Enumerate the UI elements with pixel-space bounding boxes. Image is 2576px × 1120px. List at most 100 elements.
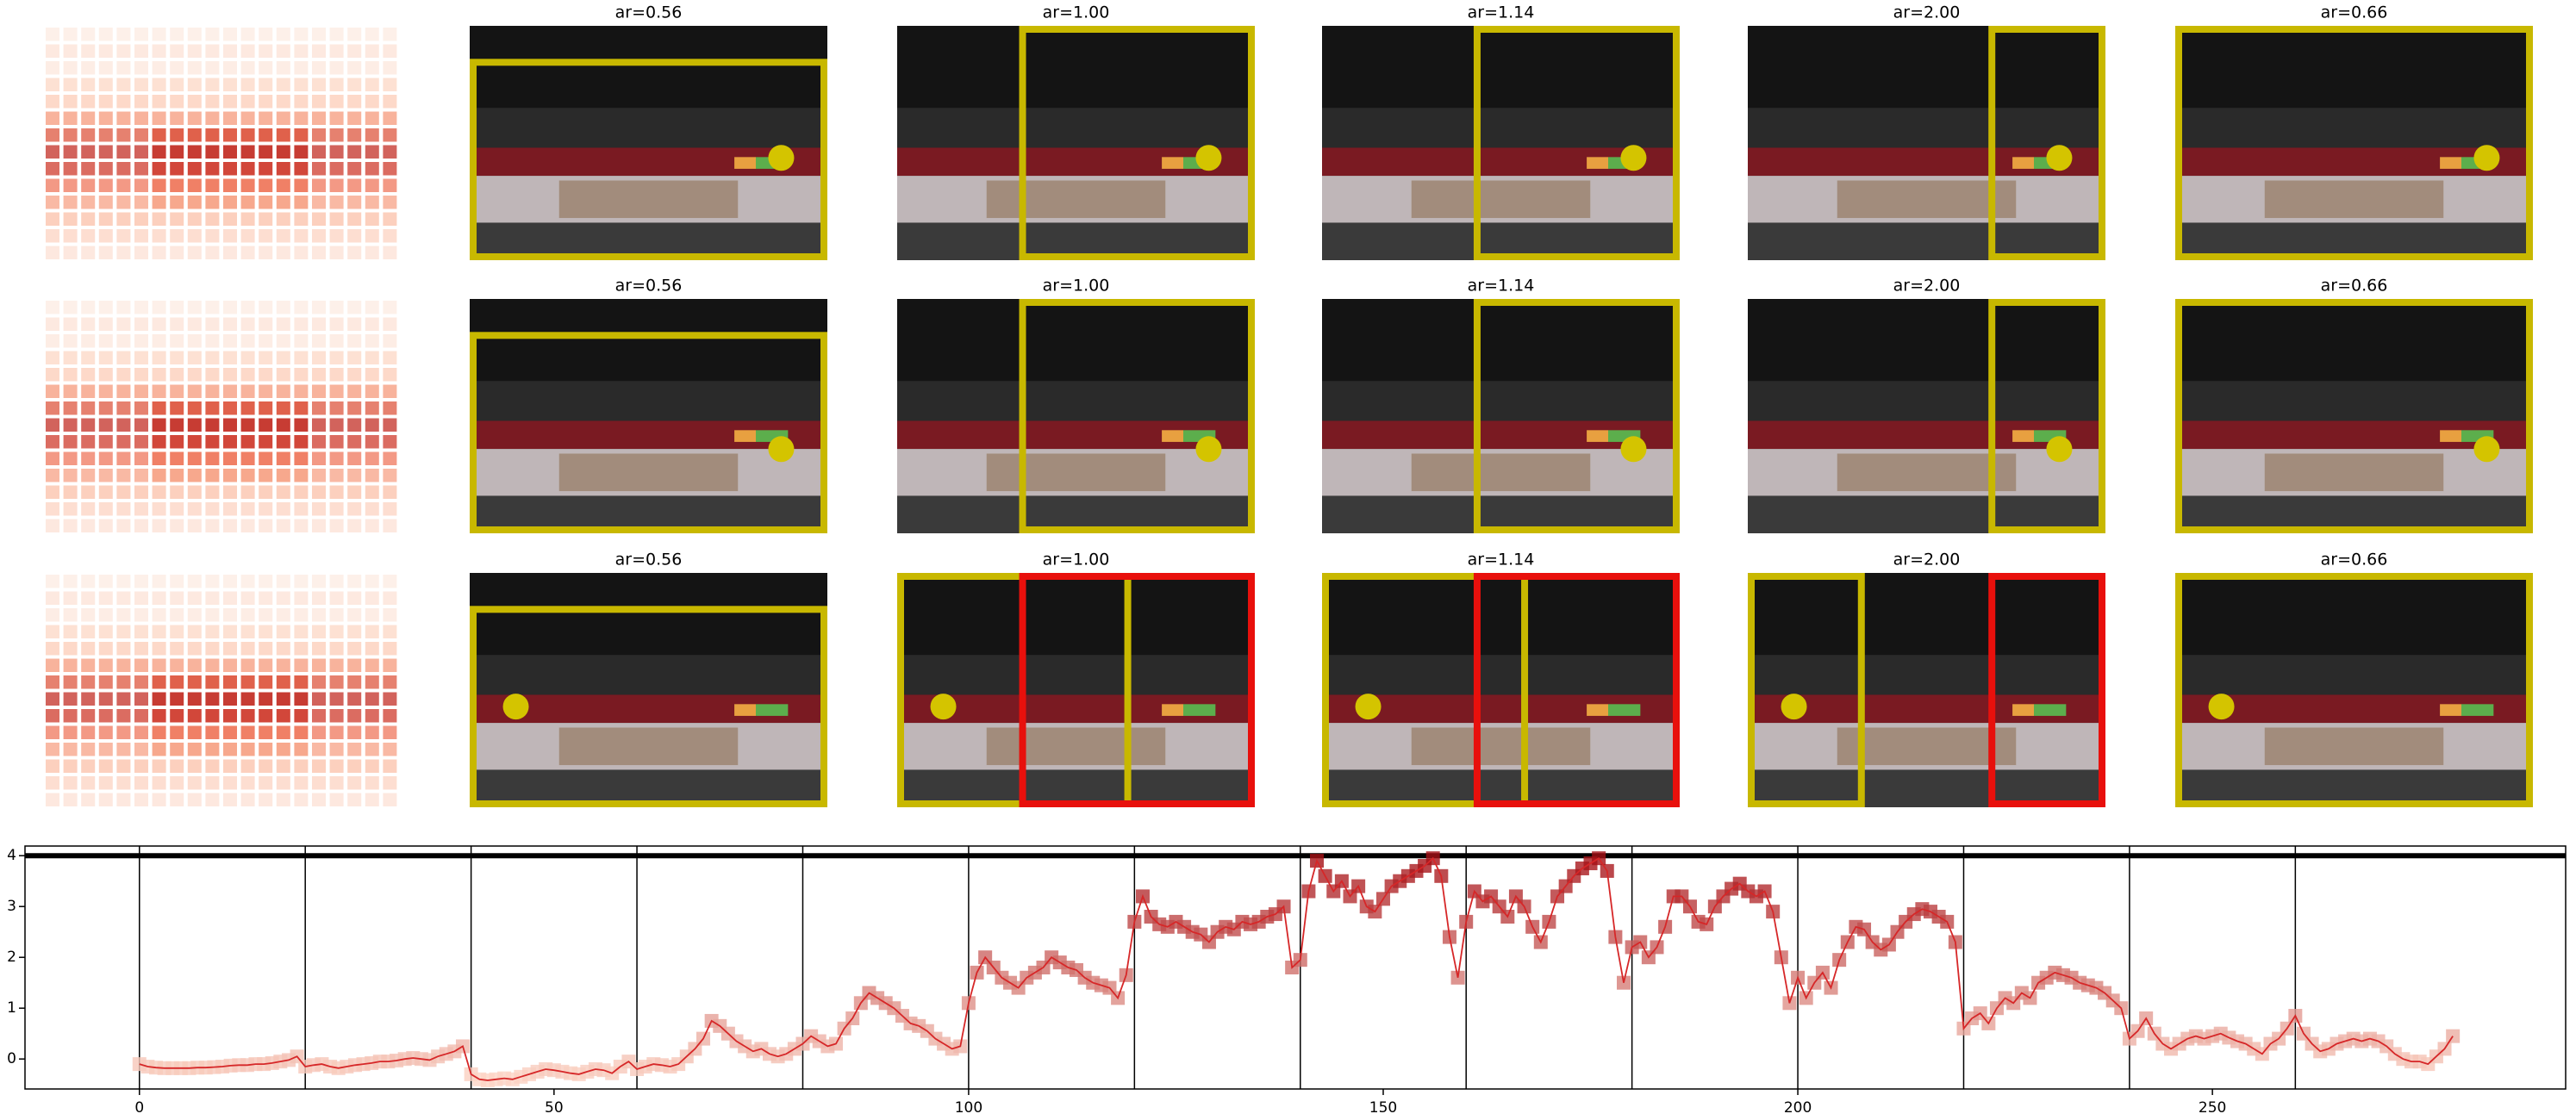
heatmap-cell <box>365 384 379 398</box>
heatmap-cell <box>46 793 59 806</box>
heatmap-cell <box>383 692 397 706</box>
heatmap-cell <box>347 401 362 415</box>
heatmap-cell <box>63 692 78 706</box>
heatmap-cell <box>347 743 362 756</box>
heatmap-cell <box>240 28 255 41</box>
heatmap-cell <box>259 519 273 532</box>
heatmap-cell <box>116 793 131 806</box>
heatmap-cell <box>46 709 59 723</box>
heatmap-cell <box>134 725 148 739</box>
heatmap-cell <box>134 111 148 125</box>
heatmap-cell <box>63 725 78 739</box>
heatmap-cell <box>187 317 202 331</box>
heatmap-cell <box>240 196 255 209</box>
heatmap-cell <box>152 692 166 706</box>
heatmap-cell <box>276 469 290 482</box>
heatmap-cell <box>259 418 273 432</box>
heatmap-cell <box>187 502 202 516</box>
heatmap-cell <box>116 692 131 706</box>
photo-flag <box>1162 704 1183 716</box>
heatmap-cell <box>276 451 290 465</box>
heatmap-cell <box>383 28 397 41</box>
heatmap-cell <box>187 776 202 790</box>
photo-flag <box>756 704 789 716</box>
heatmap-cell <box>187 658 202 672</box>
heatmap-cell <box>63 95 78 109</box>
heatmap-cell <box>81 384 96 398</box>
heatmap-cell <box>329 111 344 125</box>
heatmap-cell <box>329 709 344 723</box>
heatmap-cell <box>63 334 78 348</box>
heatmap-cell <box>46 675 59 689</box>
heatmap-cell <box>259 692 273 706</box>
target-dot <box>930 694 957 720</box>
heatmap-cell <box>152 519 166 532</box>
heatmap-cell <box>134 502 148 516</box>
heatmap-cell <box>312 368 326 382</box>
heatmap-cell <box>329 776 344 790</box>
heatmap-cell <box>383 334 397 348</box>
heatmap-cell <box>223 451 237 465</box>
heatmap-cell <box>294 401 309 415</box>
heatmap-cell <box>81 743 96 756</box>
crop-box <box>1473 26 1680 260</box>
heatmap-cell <box>223 78 237 91</box>
heatmap-cell <box>223 608 237 622</box>
heatmap-cell <box>116 743 131 756</box>
heatmap-cell <box>259 368 273 382</box>
heatmap-cell <box>259 608 273 622</box>
heatmap-cell <box>383 591 397 605</box>
heatmap-cell <box>347 625 362 638</box>
heatmap-cell <box>116 351 131 364</box>
heatmap-cell <box>312 435 326 449</box>
panel-title: ar=2.00 <box>1893 551 1961 569</box>
heatmap-cell <box>347 128 362 142</box>
photo-banner <box>1411 180 1591 219</box>
heatmap-cell <box>276 709 290 723</box>
heatmap-cell <box>81 793 96 806</box>
heatmap-cell <box>312 725 326 739</box>
heatmap-cell <box>240 128 255 142</box>
heatmap-cell <box>365 212 379 226</box>
heatmap-cell <box>187 709 202 723</box>
heatmap-cell <box>170 793 184 806</box>
heatmap-cell <box>312 776 326 790</box>
panel-title: ar=1.00 <box>1043 3 1110 22</box>
heatmap-cell <box>329 246 344 259</box>
heatmap-cell <box>134 212 148 226</box>
heatmap-cell <box>170 317 184 331</box>
heatmap-cell <box>259 591 273 605</box>
photo-flag <box>1587 704 1608 716</box>
heatmap-cell <box>312 759 326 773</box>
heatmap-cell <box>81 401 96 415</box>
heatmap-cell <box>223 725 237 739</box>
heatmap-cell <box>259 485 273 499</box>
panel-title: ar=0.56 <box>615 3 683 22</box>
heatmap-cell <box>98 469 113 482</box>
crop-box <box>1988 299 2105 533</box>
heatmap-cell <box>329 78 344 91</box>
heatmap-cell <box>223 334 237 348</box>
heatmap-cell <box>81 334 96 348</box>
heatmap-cell <box>205 368 220 382</box>
heatmap-cell <box>81 675 96 689</box>
photo-flag <box>2440 430 2461 442</box>
heatmap-cell <box>223 776 237 790</box>
heatmap-cell <box>259 95 273 109</box>
photo-banner <box>986 180 1166 219</box>
heatmap-cell <box>329 642 344 656</box>
heatmap-cell <box>170 351 184 364</box>
heatmap-cell <box>205 743 220 756</box>
heatmap-cell <box>81 591 96 605</box>
heatmap-cell <box>116 28 131 41</box>
heatmap-cell <box>170 78 184 91</box>
photo-flag <box>734 704 756 716</box>
heatmap-cell <box>170 301 184 314</box>
heatmap-cell <box>347 368 362 382</box>
heatmap-cell <box>46 334 59 348</box>
heatmap-cell <box>170 591 184 605</box>
heatmap-cell <box>187 451 202 465</box>
heatmap-cell <box>116 61 131 75</box>
heatmap-cell <box>116 675 131 689</box>
heatmap-cell <box>81 709 96 723</box>
